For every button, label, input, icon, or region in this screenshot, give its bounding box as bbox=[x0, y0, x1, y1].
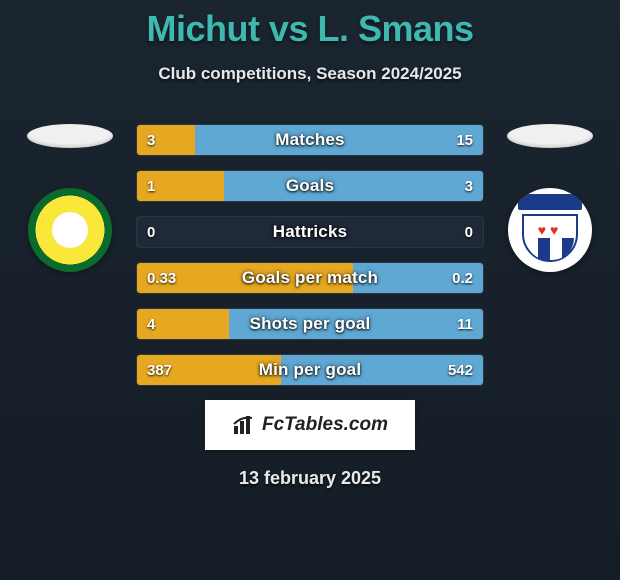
heerenveen-stripes-icon bbox=[526, 238, 574, 260]
left-flag-icon bbox=[27, 124, 113, 148]
left-club-badge bbox=[28, 188, 112, 272]
stat-label: Hattricks bbox=[137, 217, 483, 247]
generation-date: 13 february 2025 bbox=[239, 468, 381, 489]
bar-chart-icon bbox=[232, 414, 258, 436]
page-title: Michut vs L. Smans bbox=[146, 8, 473, 50]
stat-row: 315Matches bbox=[136, 124, 484, 156]
left-player-column bbox=[20, 124, 120, 272]
right-flag-icon bbox=[507, 124, 593, 148]
stat-row: 00Hattricks bbox=[136, 216, 484, 248]
right-club-badge: ♥♥ bbox=[508, 188, 592, 272]
main-row: 315Matches 13Goals 00Hattricks 0.330.2Goals… bbox=[0, 124, 620, 386]
right-player-column: ♥♥ bbox=[500, 124, 600, 272]
stat-label: Goals per match bbox=[137, 263, 483, 293]
stat-label: Shots per goal bbox=[137, 309, 483, 339]
watermark-text: FcTables.com bbox=[262, 414, 388, 436]
heerenveen-hearts-icon: ♥♥ bbox=[508, 222, 592, 238]
stat-label: Min per goal bbox=[137, 355, 483, 385]
stat-label: Goals bbox=[137, 171, 483, 201]
comparison-card: Michut vs L. Smans Club competitions, Se… bbox=[0, 0, 620, 580]
stats-table: 315Matches 13Goals 00Hattricks 0.330.2Goals… bbox=[136, 124, 484, 386]
watermark-label: FcTables.com bbox=[232, 414, 388, 436]
stat-row: 387542Min per goal bbox=[136, 354, 484, 386]
stat-row: 13Goals bbox=[136, 170, 484, 202]
page-subtitle: Club competitions, Season 2024/2025 bbox=[158, 64, 461, 84]
stat-row: 0.330.2Goals per match bbox=[136, 262, 484, 294]
stat-label: Matches bbox=[137, 125, 483, 155]
stat-row: 411Shots per goal bbox=[136, 308, 484, 340]
watermark[interactable]: FcTables.com bbox=[205, 400, 415, 450]
